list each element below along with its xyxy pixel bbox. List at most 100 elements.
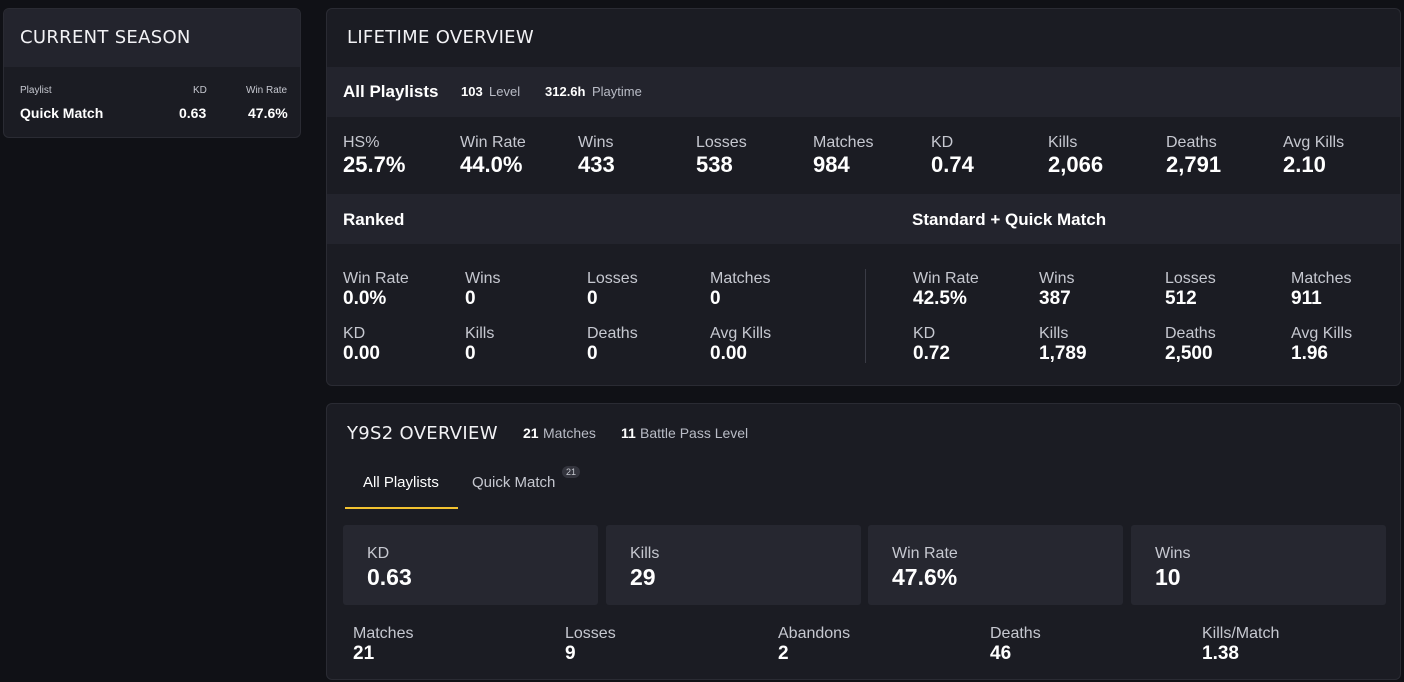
stat-value: 2.10	[1283, 152, 1326, 177]
playtime-label: Playtime	[592, 84, 642, 99]
stat-label: Win Rate	[913, 270, 979, 287]
stat-deaths: Deaths 2,791	[1166, 133, 1221, 178]
stat-hs: HS% 25.7%	[343, 133, 405, 178]
stat-value: 433	[578, 152, 615, 177]
standard-stat: Avg Kills 1.96	[1291, 324, 1352, 365]
stat-label: Deaths	[587, 325, 638, 342]
quick-match-count-badge: 21	[562, 466, 581, 478]
stat-matches: Matches 984	[813, 133, 873, 178]
stat-value: 25.7%	[343, 152, 406, 177]
lifetime-header: LIFETIME OVERVIEW	[327, 9, 1400, 67]
standard-stat: Wins 387	[1039, 269, 1075, 310]
stat-value: 512	[1165, 288, 1197, 309]
ranked-stat: Deaths 0	[587, 324, 638, 365]
level-value: 103	[461, 84, 483, 99]
stat-label: Matches	[1291, 270, 1352, 287]
battle-pass-value: 11	[621, 425, 636, 441]
row-playlist[interactable]: Quick Match	[20, 105, 104, 121]
standard-stat: KD 0.72	[913, 324, 950, 365]
stat-label: Deaths	[1166, 134, 1217, 151]
lifetime-overview-panel: LIFETIME OVERVIEW All Playlists 103 Leve…	[326, 8, 1401, 386]
stat-label: HS%	[343, 134, 380, 151]
season-stat-deaths: Deaths 46	[990, 624, 1041, 665]
card-value: 0.63	[367, 564, 412, 590]
stat-kills: Kills 2,066	[1048, 133, 1103, 178]
stat-label: Losses	[587, 270, 638, 287]
stat-label: KD	[343, 325, 366, 342]
stat-label: Wins	[465, 270, 501, 287]
standard-stat: Matches 911	[1291, 269, 1351, 310]
stat-label: Losses	[1165, 270, 1216, 287]
stat-label: Deaths	[1165, 325, 1216, 342]
stat-value: 21	[353, 643, 375, 664]
season-card-wins: Wins 10	[1131, 525, 1386, 605]
card-label: KD	[367, 545, 390, 562]
season-matches-value: 21	[523, 425, 539, 441]
stat-value: 984	[813, 152, 850, 177]
row-kd: 0.63	[179, 105, 207, 121]
season-matches-label: Matches	[543, 425, 596, 441]
stat-value: 46	[990, 643, 1012, 664]
season-stat-kills-per-match: Kills/Match 1.38	[1202, 624, 1279, 665]
ranked-stat: Avg Kills 0.00	[710, 324, 771, 365]
tab-quick-match[interactable]: Quick Match	[472, 474, 556, 491]
stat-label: Losses	[565, 625, 616, 642]
stat-label: Win Rate	[460, 134, 526, 151]
active-tab-underline	[345, 507, 458, 509]
card-value: 29	[630, 564, 656, 590]
standard-label: Standard + Quick Match	[912, 210, 1107, 229]
tab-all-playlists[interactable]: All Playlists	[363, 474, 439, 491]
standard-stat: Kills 1,789	[1039, 324, 1087, 365]
stat-value: 0	[465, 288, 476, 309]
card-value: 10	[1155, 564, 1181, 590]
season-card-kills: Kills 29	[606, 525, 861, 605]
stat-value: 1.96	[1291, 343, 1328, 364]
stat-label: Wins	[578, 134, 614, 151]
ranked-label: Ranked	[343, 210, 405, 229]
all-playlists-label: All Playlists	[343, 82, 439, 101]
current-season-panel: CURRENT SEASON Playlist KD Win Rate Quic…	[3, 8, 301, 138]
ranked-stat: KD 0.00	[343, 324, 380, 365]
stat-value: 0	[710, 288, 721, 309]
current-season-header: CURRENT SEASON	[4, 9, 300, 67]
mode-band: Ranked Standard + Quick Match	[327, 194, 1400, 244]
stat-value: 387	[1039, 288, 1071, 309]
stat-value: 0	[587, 343, 598, 364]
stat-wins: Wins 433	[578, 133, 615, 178]
stat-value: 2,066	[1048, 152, 1104, 177]
stat-value: 1,789	[1039, 343, 1087, 364]
stat-value: 2,791	[1166, 152, 1222, 177]
stat-label: Wins	[1039, 270, 1075, 287]
season-stat-abandons: Abandons 2	[778, 624, 850, 665]
stat-value: 0.00	[343, 343, 380, 364]
stat-label: Avg Kills	[1283, 134, 1345, 151]
stat-label: Matches	[710, 270, 771, 287]
stat-value: 42.5%	[913, 288, 967, 309]
season-card-win-rate: Win Rate 47.6%	[868, 525, 1123, 605]
stat-value: 2,500	[1165, 343, 1213, 364]
ranked-stat: Kills 0	[465, 324, 494, 365]
stat-losses: Losses 538	[696, 133, 747, 178]
stat-label: KD	[931, 134, 954, 151]
season-title: Y9S2 OVERVIEW	[347, 423, 498, 444]
stat-label: KD	[913, 325, 936, 342]
stat-kd: KD 0.74	[931, 133, 974, 178]
stat-value: 9	[565, 643, 576, 664]
stat-label: Kills	[1039, 325, 1069, 342]
stat-value: 1.38	[1202, 643, 1239, 664]
stat-win-rate: Win Rate 44.0%	[460, 133, 526, 178]
ranked-stat: Losses 0	[587, 269, 638, 310]
standard-stat: Deaths 2,500	[1165, 324, 1216, 365]
stat-avg-kills: Avg Kills 2.10	[1283, 133, 1344, 178]
col-header-playlist: Playlist	[20, 85, 52, 96]
playtime-value: 312.6h	[545, 84, 586, 99]
current-season-table: Playlist KD Win Rate Quick Match 0.63 47…	[4, 67, 300, 137]
lifetime-title: LIFETIME OVERVIEW	[347, 27, 534, 48]
card-label: Win Rate	[892, 545, 958, 562]
battle-pass-label: Battle Pass Level	[640, 425, 749, 441]
stat-label: Kills/Match	[1202, 625, 1280, 642]
ranked-stat: Matches 0	[710, 269, 770, 310]
stat-label: Matches	[813, 134, 874, 151]
stat-label: Avg Kills	[710, 325, 772, 342]
stat-value: 44.0%	[460, 152, 523, 177]
